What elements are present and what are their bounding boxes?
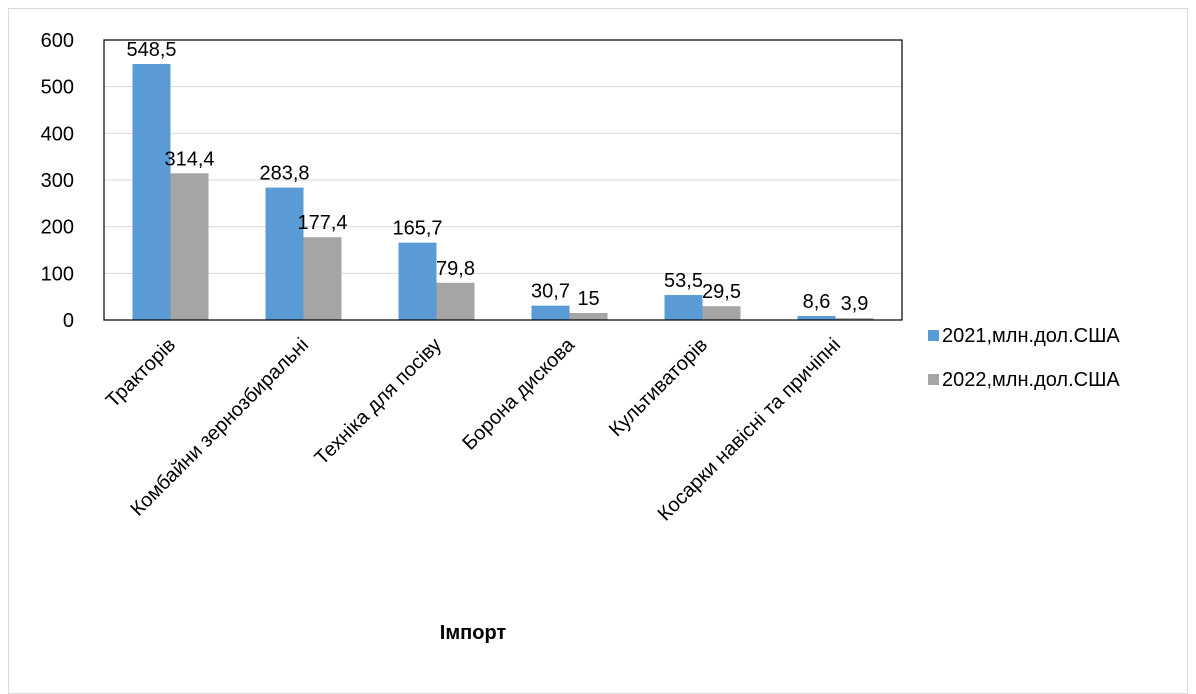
- data-label: 79,8: [436, 258, 475, 280]
- bar-2022: [436, 282, 475, 320]
- bar-2021: [797, 315, 836, 320]
- x-axis-title: Імпорт: [440, 622, 507, 644]
- data-label: 548,5: [126, 39, 176, 61]
- bars: [132, 64, 874, 321]
- y-tick-labels: 0 100 200 300 400 500 600: [41, 30, 74, 332]
- bar-2022: [835, 318, 874, 320]
- legend-swatch: [928, 374, 939, 385]
- data-label: 165,7: [392, 218, 442, 240]
- category-label: Борона дискова: [458, 333, 579, 454]
- data-label: 29,5: [702, 281, 741, 303]
- bar-2022: [170, 173, 209, 320]
- data-label: 3,9: [841, 293, 869, 315]
- legend-label: 2022,млн.дол.США: [942, 369, 1120, 391]
- y-tick-label: 200: [41, 217, 74, 239]
- legend: 2021,млн.дол.США 2022,млн.дол.США: [928, 325, 1120, 391]
- data-label: 283,8: [259, 163, 309, 185]
- legend-label: 2021,млн.дол.США: [942, 325, 1120, 347]
- data-label: 8,6: [803, 291, 831, 313]
- y-tick-label: 500: [41, 77, 74, 99]
- data-labels: 548,5 314,4 283,8 177,4 165,7 79,8 30,7 15 53,52…: [126, 39, 868, 315]
- category-label: Культиваторів: [605, 334, 712, 441]
- plot-area-border: [103, 39, 903, 321]
- data-label: 177,4: [297, 212, 347, 234]
- category-label: Тракторів: [102, 334, 180, 412]
- chart-frame: [8, 8, 1188, 694]
- y-tick-label: 100: [41, 263, 74, 285]
- bar-2022: [303, 237, 342, 320]
- y-tick-label: 600: [41, 30, 74, 52]
- bar-2021: [664, 295, 703, 320]
- data-label: 314,4: [164, 148, 214, 170]
- y-tick-label: 0: [63, 310, 74, 332]
- legend-swatch: [928, 330, 939, 341]
- bar-2021: [265, 187, 304, 320]
- category-label: Техніка для посіву: [311, 334, 446, 469]
- bar-2021: [132, 64, 171, 321]
- bar-2022: [569, 313, 608, 320]
- bar-2022: [702, 306, 741, 320]
- data-label: 30,7: [531, 281, 570, 303]
- axes: [103, 39, 903, 321]
- bar-2021: [531, 305, 570, 320]
- data-label: 53,5: [664, 270, 703, 292]
- y-tick-label: 300: [41, 170, 74, 192]
- bar-2021: [398, 242, 437, 320]
- data-label: 15: [577, 288, 599, 310]
- y-tick-label: 400: [41, 123, 74, 145]
- gridlines: [104, 39, 902, 321]
